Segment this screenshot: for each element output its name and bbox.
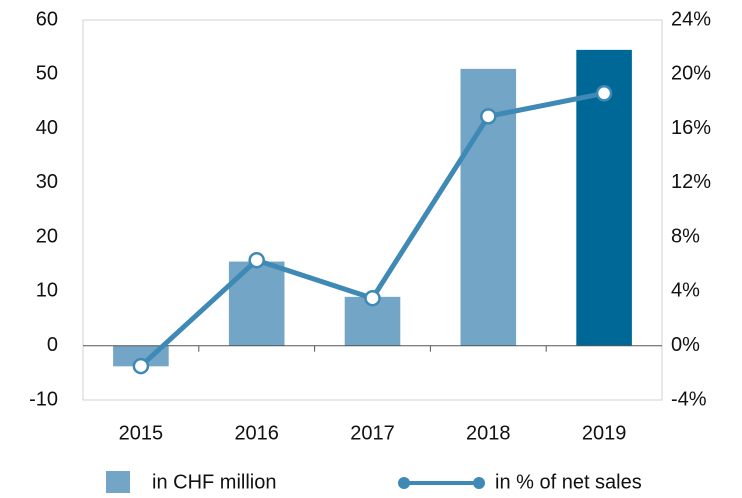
line-marker <box>595 85 613 102</box>
y2-tick-label: 12% <box>671 171 711 193</box>
y2-tick-label: -4% <box>671 388 707 410</box>
x-tick-label: 2019 <box>582 422 627 444</box>
y-tick-label: 30 <box>36 171 58 193</box>
legend-marker <box>473 477 485 489</box>
x-tick-label: 2017 <box>350 422 395 444</box>
legend-label: in CHF million <box>152 471 276 493</box>
line-marker <box>480 108 497 125</box>
y-tick-label: 60 <box>36 8 58 30</box>
bar <box>228 261 285 346</box>
y2-tick-label: 20% <box>671 63 711 85</box>
x-tick-label: 2016 <box>234 422 279 444</box>
x-tick-label: 2018 <box>466 422 511 444</box>
legend-label: in % of net sales <box>495 471 642 493</box>
legend-marker <box>398 477 410 489</box>
y-tick-label: 0 <box>47 334 58 356</box>
y2-tick-label: 4% <box>671 280 700 302</box>
y2-tick-label: 24% <box>671 8 711 30</box>
line-marker <box>132 357 150 375</box>
y-tick-label: 10 <box>36 280 58 302</box>
y-tick-label: 40 <box>36 117 58 139</box>
y-tick-label: -10 <box>29 388 58 410</box>
y-tick-label: 20 <box>36 225 58 247</box>
y-tick-label: 50 <box>36 63 58 85</box>
line-marker <box>364 289 381 307</box>
x-tick-label: 2015 <box>119 422 164 444</box>
y2-tick-label: 0% <box>671 334 700 356</box>
legend-swatch <box>106 471 130 493</box>
plot-frame <box>82 19 663 401</box>
line-marker <box>248 251 265 269</box>
y2-tick-label: 16% <box>671 117 711 139</box>
y2-tick-label: 8% <box>671 225 700 247</box>
